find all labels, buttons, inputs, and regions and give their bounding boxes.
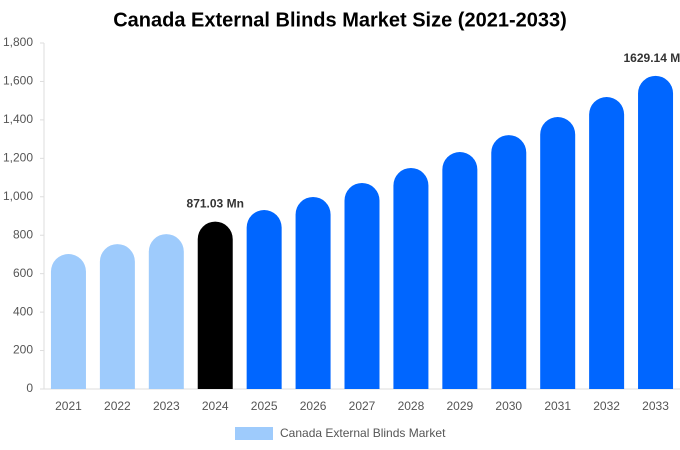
x-tick-label: 2023	[153, 399, 180, 413]
x-tick-label: 2030	[495, 399, 522, 413]
bar	[638, 75, 674, 390]
legend-swatch	[235, 427, 273, 440]
bar	[99, 244, 135, 389]
y-tick-label: 800	[13, 227, 33, 241]
x-tick-label: 2027	[349, 399, 376, 413]
y-tick-label: 1,600	[3, 74, 33, 88]
bar	[491, 135, 527, 389]
x-tick-label: 2028	[398, 399, 425, 413]
bar	[589, 97, 625, 390]
x-tick-label: 2031	[544, 399, 571, 413]
x-tick-label: 2024	[202, 399, 229, 413]
value-label: 871.03 Mn	[187, 197, 244, 211]
x-tick-label: 2021	[55, 399, 82, 413]
y-tick-label: 400	[13, 304, 33, 318]
y-tick-label: 600	[13, 266, 33, 280]
y-tick-label: 1,200	[3, 151, 33, 165]
y-tick-label: 0	[26, 381, 33, 395]
bar	[540, 117, 576, 389]
x-tick-label: 2026	[300, 399, 327, 413]
bar	[246, 210, 282, 389]
x-tick-label: 2032	[593, 399, 620, 413]
y-tick-label: 1,400	[3, 112, 33, 126]
value-label: 1629.14 Mn	[624, 51, 680, 65]
bar	[393, 167, 429, 389]
bar	[197, 221, 233, 389]
x-tick-label: 2022	[104, 399, 131, 413]
bar	[344, 182, 380, 389]
x-tick-label: 2033	[642, 399, 669, 413]
x-tick-label: 2029	[446, 399, 473, 413]
y-tick-label: 1,800	[3, 35, 33, 49]
bar	[50, 254, 86, 389]
bar	[295, 196, 331, 389]
y-tick-label: 1,000	[3, 189, 33, 203]
chart-title: Canada External Blinds Market Size (2021…	[113, 9, 567, 31]
x-tick-label: 2025	[251, 399, 278, 413]
bar	[148, 234, 184, 389]
bar	[442, 151, 478, 389]
legend-label: Canada External Blinds Market	[280, 426, 446, 440]
y-tick-label: 200	[13, 343, 33, 357]
